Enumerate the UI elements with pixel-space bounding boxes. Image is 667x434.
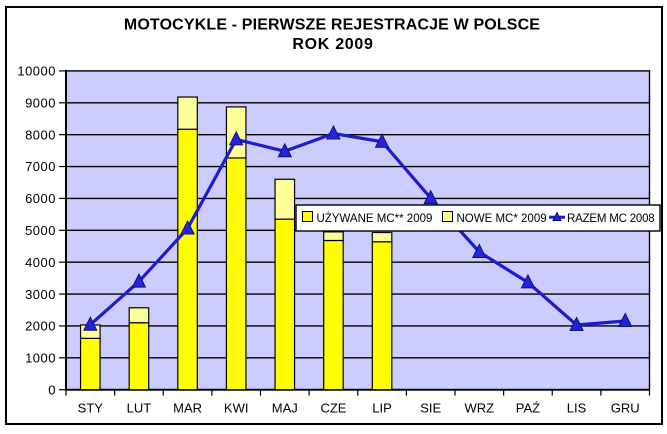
- svg-text:PAŹ: PAŹ: [516, 401, 540, 416]
- svg-text:6000: 6000: [25, 191, 56, 206]
- svg-text:SIE: SIE: [420, 401, 441, 416]
- svg-text:0: 0: [48, 382, 56, 397]
- svg-text:LIP: LIP: [372, 401, 392, 416]
- svg-text:LIS: LIS: [567, 401, 587, 416]
- svg-text:MOTOCYKLE - PIERWSZE REJESTRAC: MOTOCYKLE - PIERWSZE REJESTRACJE W POLSC…: [124, 17, 540, 34]
- svg-text:9000: 9000: [25, 96, 56, 111]
- svg-text:4000: 4000: [25, 255, 56, 270]
- svg-text:CZE: CZE: [320, 401, 346, 416]
- svg-text:UŻYWANE MC** 2009: UŻYWANE MC** 2009: [317, 212, 433, 225]
- svg-text:GRU: GRU: [611, 401, 640, 416]
- svg-text:MAR: MAR: [173, 401, 202, 416]
- svg-text:8000: 8000: [25, 127, 56, 142]
- svg-text:WRZ: WRZ: [465, 401, 495, 416]
- svg-text:RAZEM MC 2008: RAZEM MC 2008: [567, 213, 655, 225]
- svg-text:2000: 2000: [25, 319, 56, 334]
- svg-text:ROK 2009: ROK 2009: [292, 36, 373, 53]
- svg-text:3000: 3000: [25, 287, 56, 302]
- svg-text:STY: STY: [78, 401, 104, 416]
- svg-text:7000: 7000: [25, 159, 56, 174]
- svg-text:MAJ: MAJ: [272, 401, 298, 416]
- svg-text:LUT: LUT: [127, 401, 152, 416]
- svg-text:NOWE MC* 2009: NOWE MC* 2009: [457, 213, 547, 225]
- svg-text:KWI: KWI: [224, 401, 249, 416]
- svg-text:1000: 1000: [25, 351, 56, 366]
- svg-text:10000: 10000: [17, 64, 56, 79]
- svg-text:5000: 5000: [25, 223, 56, 238]
